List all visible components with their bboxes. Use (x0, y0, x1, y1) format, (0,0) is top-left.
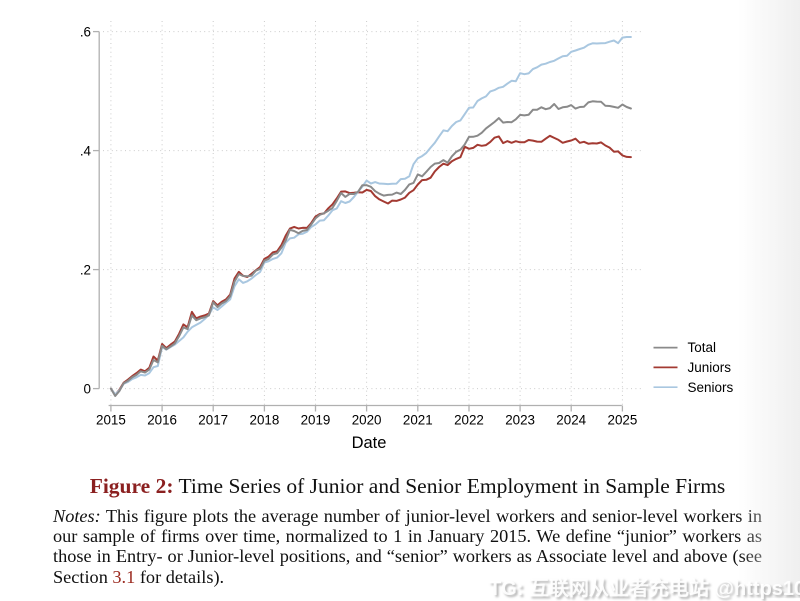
svg-text:2021: 2021 (403, 413, 433, 428)
svg-text:Date: Date (352, 434, 387, 452)
svg-text:2016: 2016 (147, 413, 177, 428)
svg-text:2019: 2019 (301, 413, 331, 428)
svg-text:2017: 2017 (198, 413, 228, 428)
svg-text:2023: 2023 (505, 413, 535, 428)
svg-text:Seniors: Seniors (688, 380, 734, 395)
svg-text:2022: 2022 (454, 413, 484, 428)
svg-text:2020: 2020 (352, 413, 382, 428)
svg-text:.4: .4 (80, 144, 92, 159)
svg-text:Total: Total (688, 340, 717, 355)
svg-text:2018: 2018 (250, 413, 280, 428)
svg-text:.2: .2 (80, 263, 91, 278)
svg-text:2025: 2025 (608, 413, 638, 428)
svg-text:0: 0 (84, 382, 91, 397)
svg-text:2024: 2024 (556, 413, 586, 428)
svg-text:2015: 2015 (96, 413, 126, 428)
svg-text:.6: .6 (80, 25, 91, 40)
svg-text:Juniors: Juniors (688, 360, 732, 375)
